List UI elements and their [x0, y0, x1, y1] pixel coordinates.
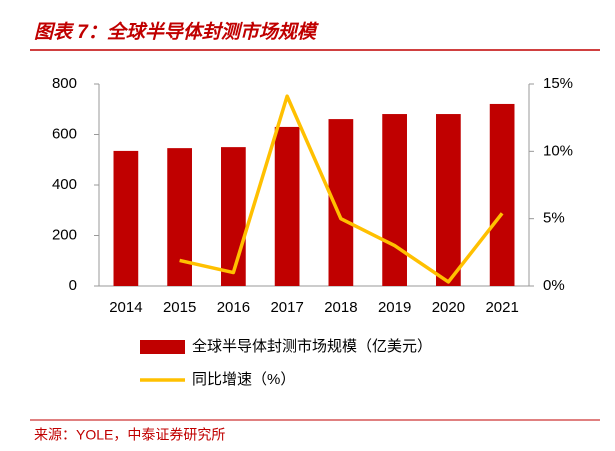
x-tick-label: 2015 [163, 299, 196, 316]
y-tick-label: 200 [52, 226, 77, 243]
bar [436, 114, 461, 286]
x-tick-label: 2017 [270, 299, 303, 316]
x-tick-label: 2021 [485, 299, 518, 316]
legend-label: 同比增速（%） [192, 371, 295, 388]
line [179, 94, 504, 284]
bar [113, 150, 139, 286]
y-tick-label: 0 [69, 277, 77, 294]
x-tick-label: 2014 [109, 299, 142, 316]
bar [274, 126, 300, 286]
y2-tick-label: 0% [543, 277, 565, 294]
x-tick-label: 2019 [378, 299, 411, 316]
legend-swatch [140, 340, 185, 354]
y-tick-label: 600 [52, 125, 77, 142]
bar [382, 114, 407, 286]
legend-label: 全球半导体封测市场规模（亿美元） [192, 337, 432, 355]
y-tick-label: 400 [52, 176, 77, 193]
x-tick-label: 2018 [324, 299, 357, 316]
y2-tick-label: 5% [543, 210, 565, 227]
bar [489, 103, 515, 286]
bar [221, 147, 246, 286]
x-tick-label: 2016 [217, 299, 250, 316]
source: 来源：YOLE，中泰证券研究所 [34, 427, 225, 443]
x-tick-label: 2020 [432, 299, 465, 316]
y-tick-label: 800 [52, 75, 77, 92]
chart-title: 图表 7：全球半导体封测市场规模 [34, 21, 320, 43]
bar [167, 148, 192, 286]
y2-tick-label: 10% [543, 142, 573, 159]
y2-tick-label: 15% [543, 75, 573, 92]
